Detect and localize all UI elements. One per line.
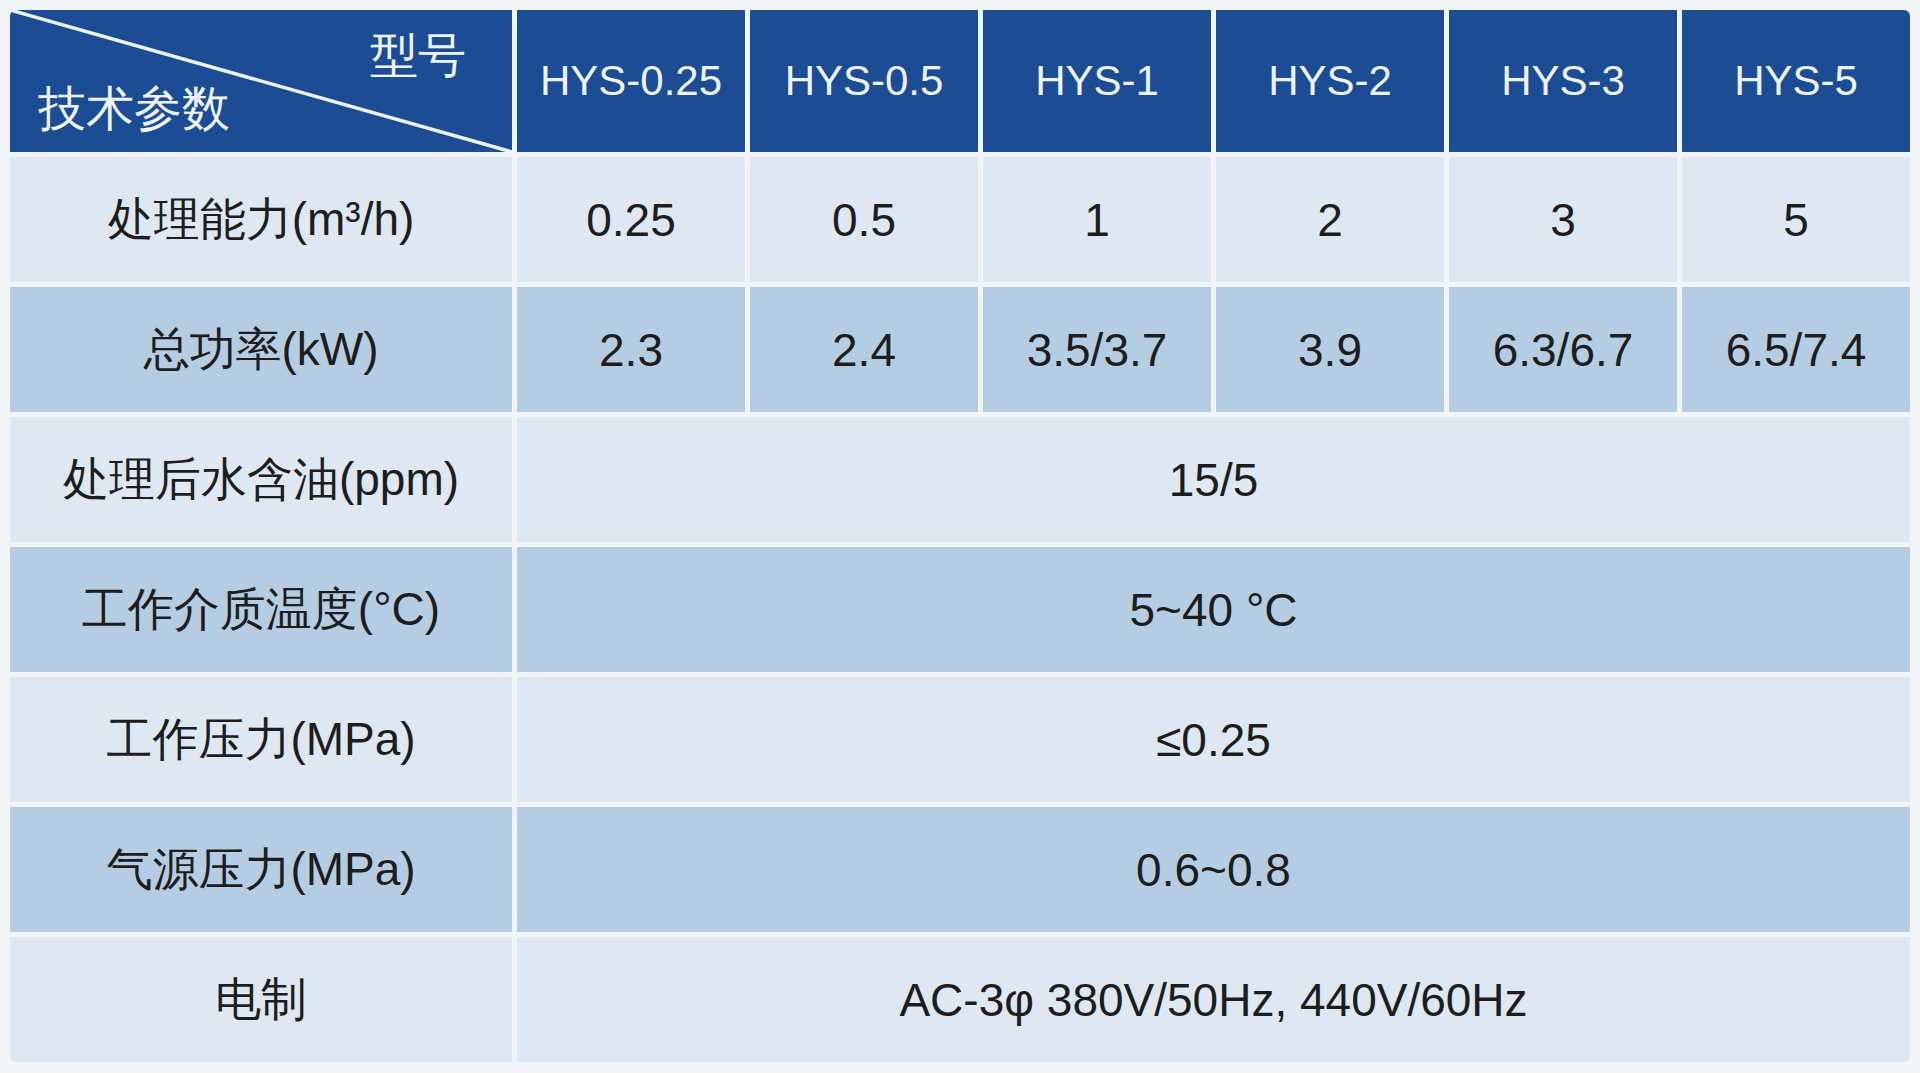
value-cell: 2 (1216, 157, 1444, 282)
merged-value-cell: 5~40 °C (517, 547, 1910, 672)
header-row: 型号 技术参数 HYS-0.25 HYS-0.5 HYS-1 HYS-2 HYS… (10, 10, 1910, 152)
value-cell: 2.3 (517, 287, 745, 412)
row-medium-temperature: 工作介质温度(°C) 5~40 °C (10, 547, 1910, 672)
row-electric-system: 电制 AC-3φ 380V/50Hz, 440V/60Hz (10, 937, 1910, 1062)
corner-label-parameters: 技术参数 (38, 83, 230, 136)
value-cell: 2.4 (750, 287, 978, 412)
model-header: HYS-5 (1682, 10, 1910, 152)
merged-value-cell: 0.6~0.8 (517, 807, 1910, 932)
model-header: HYS-0.25 (517, 10, 745, 152)
model-header: HYS-0.5 (750, 10, 978, 152)
page-frame: 型号 技术参数 HYS-0.25 HYS-0.5 HYS-1 HYS-2 HYS… (0, 0, 1920, 1073)
row-label: 电制 (10, 937, 512, 1062)
row-air-pressure: 气源压力(MPa) 0.6~0.8 (10, 807, 1910, 932)
merged-value-cell: AC-3φ 380V/50Hz, 440V/60Hz (517, 937, 1910, 1062)
value-cell: 3.5/3.7 (983, 287, 1211, 412)
value-cell: 0.5 (750, 157, 978, 282)
row-working-pressure: 工作压力(MPa) ≤0.25 (10, 677, 1910, 802)
row-label: 总功率(kW) (10, 287, 512, 412)
row-label: 工作介质温度(°C) (10, 547, 512, 672)
value-cell: 6.3/6.7 (1449, 287, 1677, 412)
merged-value-cell: 15/5 (517, 417, 1910, 542)
value-cell: 5 (1682, 157, 1910, 282)
value-cell: 3.9 (1216, 287, 1444, 412)
row-label: 气源压力(MPa) (10, 807, 512, 932)
value-cell: 1 (983, 157, 1211, 282)
row-label: 处理后水含油(ppm) (10, 417, 512, 542)
merged-value-cell: ≤0.25 (517, 677, 1910, 802)
row-label: 处理能力(m³/h) (10, 157, 512, 282)
model-header: HYS-2 (1216, 10, 1444, 152)
row-oil-content: 处理后水含油(ppm) 15/5 (10, 417, 1910, 542)
row-capacity: 处理能力(m³/h) 0.25 0.5 1 2 3 5 (10, 157, 1910, 282)
corner-label-model: 型号 (370, 30, 466, 83)
value-cell: 0.25 (517, 157, 745, 282)
value-cell: 6.5/7.4 (1682, 287, 1910, 412)
corner-cell: 型号 技术参数 (10, 10, 512, 152)
row-total-power: 总功率(kW) 2.3 2.4 3.5/3.7 3.9 6.3/6.7 6.5/… (10, 287, 1910, 412)
value-cell: 3 (1449, 157, 1677, 282)
spec-table: 型号 技术参数 HYS-0.25 HYS-0.5 HYS-1 HYS-2 HYS… (5, 5, 1915, 1067)
model-header: HYS-3 (1449, 10, 1677, 152)
row-label: 工作压力(MPa) (10, 677, 512, 802)
model-header: HYS-1 (983, 10, 1211, 152)
